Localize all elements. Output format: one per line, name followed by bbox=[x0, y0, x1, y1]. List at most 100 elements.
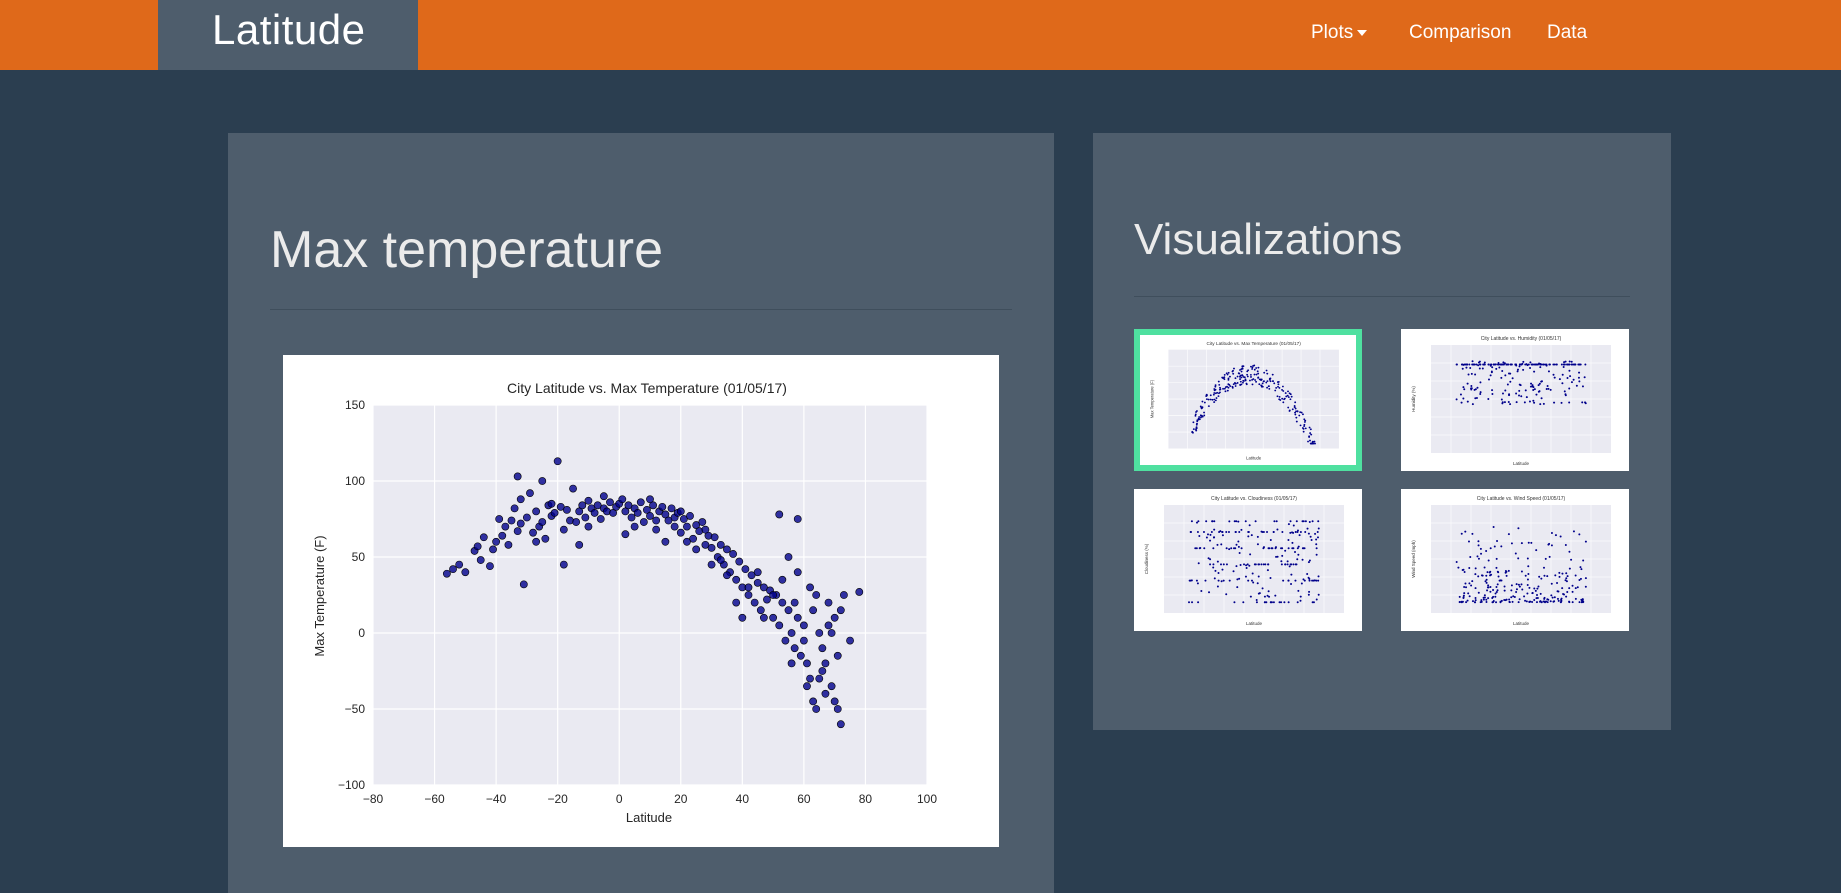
thumbnail-point bbox=[1460, 600, 1463, 603]
thumbnail-point bbox=[1249, 595, 1252, 598]
thumbnail-point bbox=[1257, 376, 1260, 379]
thumbnail-point bbox=[1470, 584, 1473, 587]
nav-data-link[interactable]: Data bbox=[1547, 22, 1588, 43]
thumbnail-max-temperature[interactable]: City Latitude vs. Max Temperature (01/05… bbox=[1134, 329, 1362, 471]
thumbnail-point bbox=[1495, 590, 1498, 593]
thumbnail-point bbox=[1578, 533, 1581, 536]
thumbnail-point bbox=[1234, 377, 1237, 380]
thumbnail-point bbox=[1218, 388, 1221, 391]
thumbnail-point bbox=[1574, 363, 1577, 366]
data-point bbox=[698, 518, 707, 526]
thumbnail-point bbox=[1513, 596, 1516, 599]
thumbnail-point bbox=[1299, 424, 1302, 427]
thumbnail-point bbox=[1220, 543, 1223, 546]
thumbnail-point bbox=[1317, 575, 1320, 578]
thumbnail-point bbox=[1191, 431, 1194, 434]
thumbnail-point bbox=[1466, 400, 1469, 403]
thumbnail-cloudiness[interactable]: City Latitude vs. Cloudiness (01/05/17) L… bbox=[1134, 489, 1362, 631]
thumbnail-point bbox=[1533, 370, 1536, 373]
data-point bbox=[809, 697, 818, 706]
thumbnail-point bbox=[1478, 367, 1481, 370]
thumbnail-point bbox=[1286, 560, 1289, 563]
thumbnail-point bbox=[1296, 410, 1299, 413]
thumbnail-point bbox=[1257, 366, 1260, 369]
thumbnail-point bbox=[1563, 390, 1566, 393]
nav-plots-dropdown[interactable]: Plots bbox=[1311, 22, 1368, 44]
thumbnail-point bbox=[1195, 428, 1197, 431]
nav-plots-label[interactable]: Plots bbox=[1311, 22, 1354, 43]
thumbnail-point bbox=[1518, 585, 1521, 588]
thumbnail-point bbox=[1500, 579, 1503, 582]
thumbnail-point bbox=[1241, 374, 1244, 377]
thumbnail-point bbox=[1197, 417, 1200, 420]
navbar-brand[interactable]: Latitude bbox=[158, 0, 418, 70]
thumbnail-wind-speed[interactable]: City Latitude vs. Wind Speed (01/05/17) L… bbox=[1401, 489, 1629, 631]
thumbnail-point bbox=[1210, 531, 1213, 533]
thumbnail-point bbox=[1504, 570, 1507, 573]
nav-comparison-link[interactable]: Comparison bbox=[1409, 22, 1512, 43]
thumbnail-point bbox=[1550, 544, 1553, 547]
thumbnail-point bbox=[1491, 389, 1494, 392]
thumbnail-point bbox=[1457, 566, 1460, 569]
thumbnail-point bbox=[1214, 384, 1217, 387]
thumbnail-point bbox=[1277, 383, 1280, 386]
data-point bbox=[707, 560, 716, 569]
thumbnail-point bbox=[1303, 423, 1306, 426]
thumbnail-point bbox=[1288, 392, 1291, 395]
thumbnail-point bbox=[1537, 390, 1540, 393]
thumbnail-point bbox=[1464, 582, 1467, 585]
thumbnail-point bbox=[1311, 520, 1314, 523]
thumbnail-point bbox=[1203, 411, 1206, 414]
thumbnail-point bbox=[1503, 585, 1506, 588]
thumbnail-point bbox=[1317, 527, 1320, 530]
thumbnail-point bbox=[1236, 586, 1239, 589]
thumbnail-point bbox=[1523, 401, 1526, 404]
thumbnail-point bbox=[1467, 540, 1470, 543]
data-point bbox=[821, 689, 830, 698]
thumbnail-point bbox=[1566, 376, 1569, 379]
y-tick-label: 150 bbox=[345, 398, 365, 412]
thumbnail-point bbox=[1257, 372, 1260, 375]
thumbnail-point bbox=[1505, 598, 1508, 601]
thumbnail-point bbox=[1519, 363, 1522, 366]
data-point bbox=[449, 565, 457, 574]
thumbnail-point bbox=[1518, 394, 1521, 397]
thumbnail-point bbox=[1308, 579, 1311, 582]
thumbnail-point bbox=[1217, 380, 1220, 383]
thumbnail-point bbox=[1494, 595, 1497, 598]
data-point bbox=[686, 512, 694, 520]
thumbnail-point bbox=[1463, 388, 1466, 391]
thumbnail-humidity[interactable]: City Latitude vs. Humidity (01/05/17) Lat… bbox=[1401, 329, 1629, 471]
thumbnail-point bbox=[1201, 406, 1204, 409]
thumbnail-point bbox=[1234, 531, 1237, 533]
data-point bbox=[489, 545, 497, 554]
thumbnail-point bbox=[1538, 575, 1541, 578]
thumbnail-point bbox=[1532, 399, 1535, 402]
thumbnail-point bbox=[1471, 403, 1474, 406]
data-point bbox=[559, 525, 568, 534]
thumbnail-point bbox=[1283, 601, 1286, 604]
data-point bbox=[830, 613, 839, 622]
thumbnail-point bbox=[1246, 563, 1249, 566]
thumbnail-point bbox=[1270, 547, 1273, 550]
data-point bbox=[504, 540, 513, 549]
brand-text[interactable]: Latitude bbox=[212, 6, 366, 53]
y-tick-label: −100 bbox=[338, 778, 365, 792]
thumbnail-point bbox=[1304, 419, 1307, 422]
data-point bbox=[473, 542, 482, 551]
thumbnail-point bbox=[1471, 600, 1474, 603]
thumbnail-point bbox=[1552, 600, 1555, 603]
thumbnail-point bbox=[1279, 399, 1282, 401]
data-point bbox=[618, 495, 627, 504]
thumbnail-point bbox=[1520, 570, 1523, 573]
thumbnail-point bbox=[1460, 532, 1463, 535]
thumbnail-point bbox=[1559, 535, 1562, 538]
thumbnail-point bbox=[1460, 401, 1463, 404]
thumbnail-point bbox=[1200, 589, 1203, 592]
thumbnail-point bbox=[1535, 363, 1538, 366]
thumbnail-point bbox=[1517, 527, 1520, 530]
thumbnail-point bbox=[1552, 363, 1555, 366]
data-point bbox=[775, 510, 784, 519]
thumbnail-point bbox=[1533, 388, 1536, 391]
caret-down-icon[interactable] bbox=[1357, 29, 1368, 36]
